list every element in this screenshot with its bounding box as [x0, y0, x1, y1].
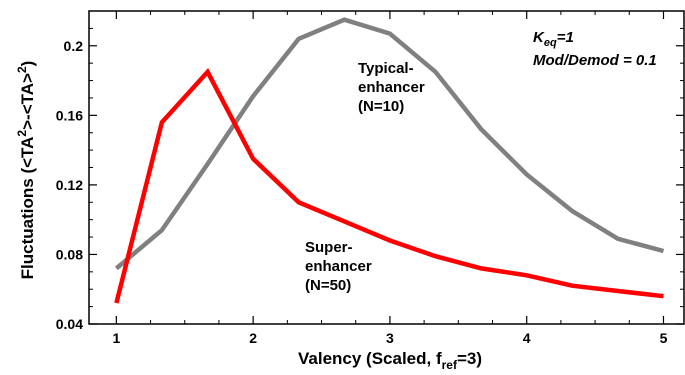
typical-enhancer-label-line2: enhancer: [358, 79, 425, 96]
y-tick-label: 0.08: [56, 246, 83, 262]
x-tick-label: 4: [523, 330, 531, 346]
super-enhancer-label-line3: (N=50): [305, 277, 351, 294]
typical-enhancer-label-line3: (N=10): [358, 98, 404, 115]
typical-enhancer-label-line1: Typical-: [358, 60, 414, 77]
y-axis-label: Fluctuations (<TA2>-<TA>2): [15, 61, 37, 280]
keq-parameter-label: Keq=1: [533, 29, 574, 49]
super-enhancer-label-line1: Super-: [305, 239, 353, 256]
x-tick-label: 2: [249, 330, 257, 346]
x-tick-label: 1: [112, 330, 120, 346]
x-axis-label: Valency (Scaled, fref=3): [298, 349, 482, 372]
y-tick-label: 0.2: [64, 38, 84, 54]
y-tick-label: 0.12: [56, 177, 83, 193]
x-tick-label: 5: [660, 330, 668, 346]
x-tick-label: 3: [386, 330, 394, 346]
y-tick-label: 0.04: [56, 316, 83, 332]
mod-demod-parameter-label: Mod/Demod = 0.1: [533, 52, 657, 69]
y-tick-label: 0.16: [56, 107, 83, 123]
super-enhancer-label-line2: enhancer: [305, 258, 372, 275]
